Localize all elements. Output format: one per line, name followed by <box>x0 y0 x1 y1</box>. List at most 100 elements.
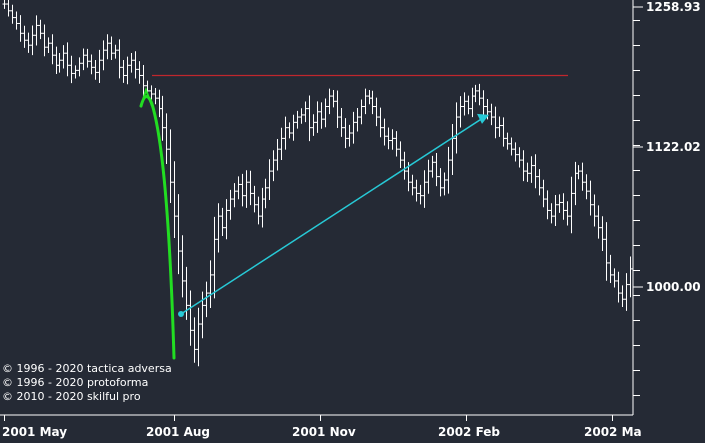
x-tick-label: 2002 Ma <box>584 425 642 439</box>
price-bar <box>275 138 280 171</box>
price-bar <box>489 103 494 126</box>
price-bar <box>18 15 23 42</box>
price-bar <box>69 55 74 84</box>
price-bar <box>378 107 383 138</box>
price-bar <box>608 254 613 284</box>
price-bar <box>228 189 233 220</box>
price-bar <box>580 162 585 191</box>
price-bar <box>553 195 558 226</box>
price-bar <box>125 56 130 85</box>
price-bar <box>141 64 146 97</box>
trend-curve <box>139 95 176 360</box>
price-bar <box>620 285 625 307</box>
price-bar <box>89 54 94 75</box>
price-bar <box>248 170 253 206</box>
copyright-line-2: © 1996 - 2020 protoforma <box>2 376 149 389</box>
price-bar <box>137 61 142 84</box>
price-bar <box>462 92 467 116</box>
price-bar <box>374 97 379 127</box>
price-bar <box>458 96 463 128</box>
price-bar <box>319 102 324 129</box>
price-bar <box>434 152 439 187</box>
price-bar <box>113 44 118 59</box>
price-bar <box>533 154 538 189</box>
price-bar <box>279 127 284 160</box>
price-bar <box>153 87 158 105</box>
price-bar <box>430 155 435 178</box>
price-bar <box>501 117 506 147</box>
price-bar <box>129 52 134 73</box>
price-bar <box>347 124 352 147</box>
x-tick-label: 2001 May <box>2 425 67 439</box>
price-bar <box>481 90 486 115</box>
price-bar <box>363 88 368 115</box>
x-tick-label: 2002 Feb <box>438 425 500 439</box>
curve-arrowhead <box>140 87 153 107</box>
price-bar <box>244 170 249 208</box>
price-bar <box>569 176 574 234</box>
price-bar <box>117 39 122 79</box>
price-bar <box>38 19 43 40</box>
price-bar <box>160 95 165 141</box>
price-bar <box>172 161 177 239</box>
price-bar <box>299 108 304 124</box>
price-bar <box>212 216 217 299</box>
price-bar <box>497 116 502 137</box>
y-axis-ticks: 1258.93 1122.02 1000.00 <box>633 0 701 396</box>
price-bar <box>505 132 510 150</box>
price-bar <box>65 42 70 77</box>
price-bar <box>493 106 498 139</box>
price-bar <box>557 194 562 213</box>
price-bar <box>426 159 431 194</box>
price-bar <box>295 110 300 129</box>
price-bar <box>525 162 530 182</box>
price-bar <box>101 40 106 71</box>
price-bar <box>6 0 11 17</box>
price-bar <box>256 196 261 225</box>
price-bar <box>77 57 82 77</box>
price-bar <box>176 194 181 275</box>
price-bar <box>537 169 542 196</box>
price-bar <box>624 273 629 311</box>
y-tick-label: 1258.93 <box>646 0 701 14</box>
annotations <box>139 74 568 360</box>
price-bar <box>14 11 19 30</box>
price-bar <box>105 34 110 60</box>
x-tick-label: 2001 Aug <box>146 425 210 439</box>
price-bar <box>303 101 308 123</box>
price-bar <box>180 235 185 298</box>
price-bar <box>133 51 138 79</box>
price-bar <box>109 36 114 60</box>
price-bar <box>57 52 62 73</box>
copyright-line-1: © 1996 - 2020 tactica adversa <box>2 362 172 375</box>
price-bar <box>93 60 98 80</box>
price-bar <box>34 15 39 46</box>
price-bar <box>604 222 609 281</box>
price-bar <box>454 102 459 154</box>
price-bar <box>2 0 7 9</box>
price-bar <box>287 122 292 139</box>
price-bar <box>446 146 451 194</box>
price-bar <box>315 101 320 133</box>
price-bar <box>307 95 312 142</box>
arrow-origin-dot <box>178 311 184 318</box>
price-bar <box>331 90 336 108</box>
price-bar <box>414 179 419 202</box>
price-bar <box>26 32 31 53</box>
price-bar <box>10 4 15 24</box>
price-bar <box>46 37 51 54</box>
price-bar <box>267 159 272 200</box>
price-bar <box>311 114 316 136</box>
price-bar <box>85 48 90 68</box>
price-bar <box>224 199 229 240</box>
price-bar <box>418 184 423 205</box>
price-bar <box>529 156 534 183</box>
price-bar <box>220 207 225 237</box>
price-bar <box>628 256 633 298</box>
price-bar <box>509 137 514 156</box>
arrow-head <box>477 113 489 124</box>
price-bar <box>42 24 47 57</box>
price-bar <box>263 178 268 209</box>
